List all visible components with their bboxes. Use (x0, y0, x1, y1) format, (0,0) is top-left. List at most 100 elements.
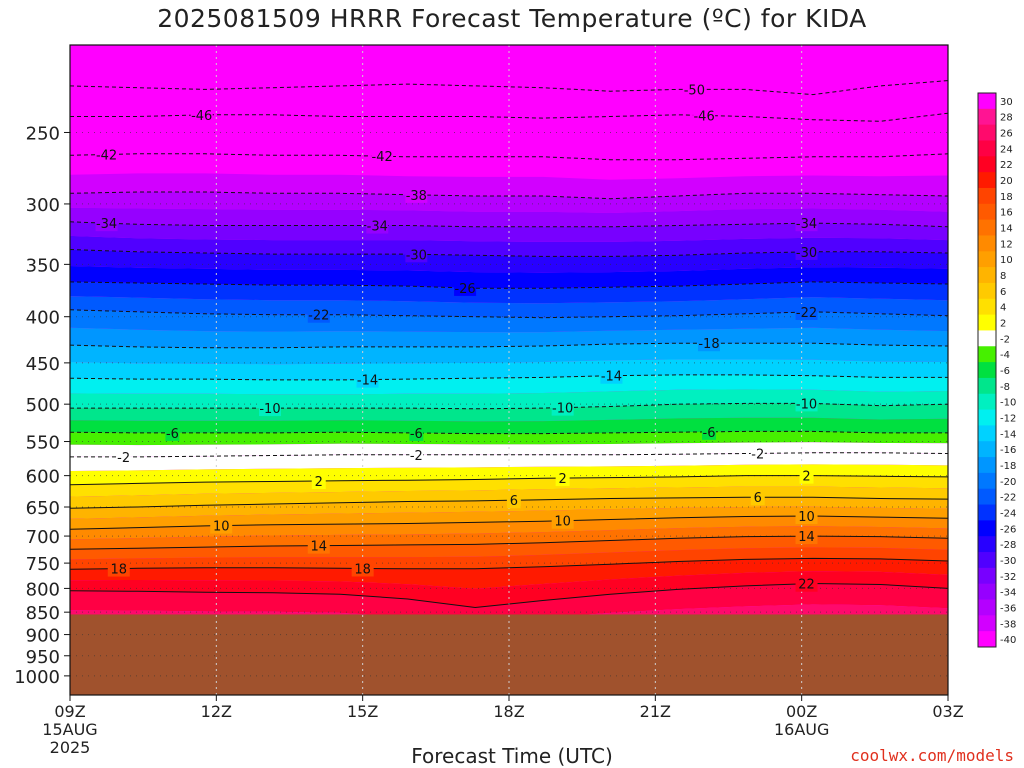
contour-label-bg (107, 560, 130, 577)
colorbar-label: -18 (1000, 461, 1016, 472)
x-tick-label: 15AUG (42, 720, 97, 739)
colorbar-label: -38 (1000, 619, 1016, 630)
x-tick-label: 15Z (347, 702, 378, 721)
x-tick-label: 09Z (54, 702, 85, 721)
contour-label-text: 6 (510, 494, 518, 509)
colorbar-swatch (978, 187, 996, 205)
contour-label-bg (795, 215, 818, 232)
contour-label-text: -10 (259, 402, 280, 417)
contour-label-bg (799, 467, 814, 484)
colorbar-swatch (978, 520, 996, 537)
contour-label-bg (351, 560, 374, 577)
isotherm-line (70, 452, 948, 458)
contour-label: -18 (697, 335, 720, 352)
colorbar-swatch (978, 330, 996, 347)
contour-label-bg (356, 371, 379, 388)
contour-label-text: -42 (96, 149, 117, 164)
contour-label-text: 10 (554, 515, 571, 530)
colorbar-label: 6 (1000, 287, 1006, 298)
contour-label-text: -6 (703, 426, 716, 441)
colorbar-swatch (978, 362, 996, 379)
contour-label-text: -2 (117, 451, 130, 466)
x-tick-label: 18Z (493, 702, 524, 721)
fill-band (70, 296, 948, 318)
contour-label-bg (454, 279, 477, 296)
contour-label: 2 (311, 473, 326, 490)
y-tick-label: 650 (26, 498, 60, 519)
contour-label: -6 (165, 424, 180, 442)
contour-label-text: -30 (406, 248, 427, 263)
contour-label-text: 10 (213, 520, 230, 535)
colorbar-swatch (978, 298, 996, 316)
colorbar-swatch (978, 93, 996, 110)
colorbar-swatch (978, 108, 996, 126)
colorbar-frame (977, 92, 997, 648)
fill-band (70, 207, 948, 227)
y-tick-label: 250 (26, 123, 60, 144)
colorbar-label: -28 (1000, 540, 1016, 551)
contour-label-bg (750, 489, 765, 506)
colorbar-label: 12 (1000, 239, 1013, 250)
contour-label-text: -6 (166, 427, 179, 442)
fill-band (70, 536, 948, 560)
isotherm-line (70, 281, 948, 289)
contour-label: -46 (693, 107, 716, 124)
isotherm-line (70, 557, 948, 570)
contour-label-text: -18 (698, 337, 719, 352)
colorbar-label: -34 (1000, 588, 1016, 599)
contour-label-text: -34 (367, 220, 388, 235)
colorbar-swatch (978, 377, 996, 395)
contour-label-text: -2 (410, 449, 423, 464)
contour-label-bg (551, 512, 574, 529)
contour-label-bg (555, 470, 570, 487)
y-tick-label: 800 (26, 579, 60, 600)
contour-label-bg (506, 492, 521, 509)
isotherm-line (70, 112, 948, 122)
fill-band (70, 266, 948, 289)
fill-band (70, 506, 948, 530)
colorbar-swatch (978, 140, 996, 157)
fill-band (70, 97, 948, 122)
contour-label-bg (795, 395, 818, 412)
contour-label-bg (600, 367, 623, 384)
contour-label-text: -22 (308, 309, 329, 324)
contour-label-bg (95, 146, 118, 163)
contour-label: -34 (366, 217, 389, 235)
y-tick-label: 950 (26, 647, 60, 668)
y-tick-label: 700 (26, 527, 60, 548)
contour-label: -42 (371, 148, 394, 165)
colorbar-swatch (978, 203, 996, 221)
contour-label-text: -46 (191, 109, 212, 124)
contour-label: 2 (555, 470, 570, 487)
contour-label-bg (258, 400, 281, 417)
colorbar-swatch (978, 583, 996, 601)
x-tick-label: 2025 (50, 738, 91, 757)
contour-label: 22 (795, 575, 818, 593)
y-axis: 2503003504004505005506006507007508008509… (14, 123, 70, 688)
contour-label-text: 14 (310, 540, 327, 555)
contour-label-text: 2 (802, 470, 810, 485)
contour-label-bg (409, 446, 424, 463)
contour-label-bg (165, 424, 180, 441)
contour-label: 10 (210, 517, 233, 535)
contour-label: -2 (750, 445, 765, 462)
contour-label-bg (795, 575, 818, 592)
contour-label: -22 (307, 306, 330, 324)
contour-label-text: -2 (751, 447, 764, 462)
x-tick-label: 03Z (932, 702, 963, 721)
fill-band (70, 475, 948, 497)
colorbar-label: 20 (1000, 176, 1013, 187)
isotherm-line (70, 153, 948, 161)
fill-band (70, 452, 948, 471)
colorbar-swatch (978, 425, 996, 442)
x-tick-label: 12Z (201, 702, 232, 721)
contour-label: -22 (795, 303, 818, 321)
colorbar-swatch (978, 282, 996, 300)
y-tick-label: 400 (26, 308, 60, 329)
x-axis-title: Forecast Time (UTC) (411, 744, 613, 768)
contour-label-text: 10 (798, 510, 815, 525)
contour-label-text: -46 (693, 109, 714, 124)
colorbar-swatch (978, 599, 996, 616)
credit-link[interactable]: coolwx.com/models (850, 746, 1014, 765)
fill-band (70, 571, 948, 608)
